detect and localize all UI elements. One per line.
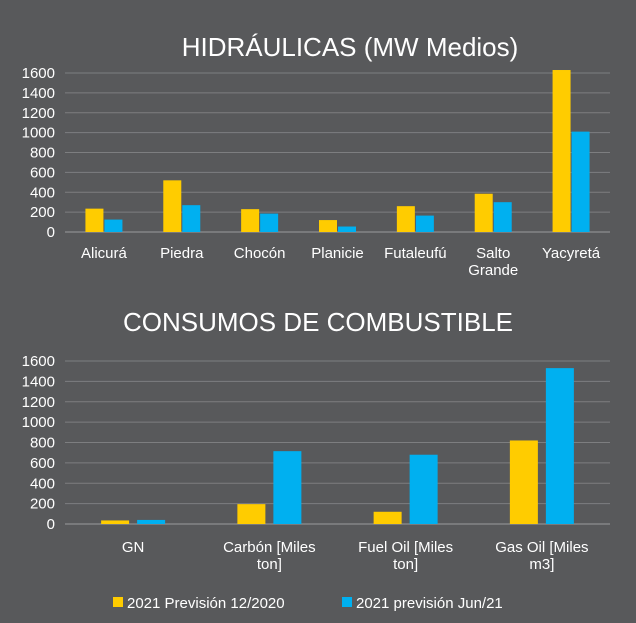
legend-label-2020: 2021 Previsión 12/2020 xyxy=(127,595,285,612)
bar-2021 xyxy=(545,368,574,524)
bar-2020 xyxy=(509,440,538,524)
y-tick-label: 1400 xyxy=(22,85,55,102)
legend-swatch-2021 xyxy=(342,597,352,607)
bars xyxy=(85,70,590,232)
chart-title-combustible: CONSUMOS DE COMBUSTIBLE xyxy=(123,307,513,337)
bar-2021 xyxy=(260,213,279,232)
x-tick-label: GN xyxy=(122,539,145,556)
y-tick-label: 1000 xyxy=(22,414,55,431)
y-tick-label: 1200 xyxy=(22,394,55,411)
x-tick-label: Piedra xyxy=(160,245,204,262)
bar-2021 xyxy=(338,226,356,232)
y-tick-label: 200 xyxy=(30,204,55,221)
hidraulicas-chart: HIDRÁULICAS (MW Medios) 0 200 400 600 800 100… xyxy=(22,32,610,279)
x-tick-label: Alicurá xyxy=(81,245,128,262)
bar-2020 xyxy=(319,220,337,232)
x-tick-label: Yacyretá xyxy=(542,245,601,262)
x-axis-ticks: Alicurá Piedra Chocón Planicie Futaleufú Salt… xyxy=(81,245,601,279)
bar-2020 xyxy=(373,511,402,524)
y-tick-label: 800 xyxy=(30,145,55,162)
y-axis-ticks: 0 200 400 600 800 1000 1200 1400 1600 xyxy=(22,65,55,241)
x-tick-label: Fuel Oil [Miles ton] xyxy=(358,539,453,573)
x-tick-label: Carbón [Miles ton] xyxy=(223,539,316,573)
bar-2021 xyxy=(409,454,438,524)
y-tick-label: 600 xyxy=(30,164,55,181)
y-tick-label: 600 xyxy=(30,455,55,472)
y-tick-label: 1600 xyxy=(22,353,55,370)
y-tick-label: 0 xyxy=(47,224,55,241)
gridlines xyxy=(65,72,610,233)
bar-2020 xyxy=(85,208,104,232)
y-axis-ticks: 0 200 400 600 800 1000 1200 1400 1600 xyxy=(22,353,55,533)
y-tick-label: 1400 xyxy=(22,373,55,390)
bar-2021 xyxy=(415,215,434,232)
y-tick-label: 400 xyxy=(30,184,55,201)
combustible-chart: CONSUMOS DE COMBUSTIBLE 0 200 400 600 800 100… xyxy=(22,307,610,573)
bar-2021 xyxy=(182,205,201,232)
bar-2020 xyxy=(241,209,260,232)
y-tick-label: 800 xyxy=(30,435,55,452)
chart-title-hidraulicas: HIDRÁULICAS (MW Medios) xyxy=(182,32,519,62)
y-tick-label: 200 xyxy=(30,496,55,513)
y-tick-label: 1600 xyxy=(22,65,55,82)
x-tick-label: Planicie xyxy=(311,245,364,262)
bar-2020 xyxy=(163,180,182,232)
bar-2020 xyxy=(101,520,130,524)
y-tick-label: 1000 xyxy=(22,125,55,142)
bar-2021 xyxy=(137,519,166,524)
legend-label-2021: 2021 previsión Jun/21 xyxy=(356,595,503,612)
x-tick-label: Chocón xyxy=(234,245,286,262)
bar-2021 xyxy=(493,202,512,232)
y-tick-label: 1200 xyxy=(22,105,55,122)
bar-2020 xyxy=(237,504,266,524)
bar-2020 xyxy=(552,70,571,232)
bar-2020 xyxy=(396,206,415,232)
bars xyxy=(101,368,574,524)
x-tick-label: Salto Grande xyxy=(468,245,518,279)
bar-2020 xyxy=(474,193,493,232)
x-tick-label: Futaleufú xyxy=(384,245,447,262)
y-tick-label: 400 xyxy=(30,475,55,492)
bar-2021 xyxy=(104,219,123,232)
legend: 2021 Previsión 12/2020 2021 previsión Ju… xyxy=(113,595,503,612)
x-axis-ticks: GN Carbón [Miles ton] Fuel Oil [Miles ton] Ga… xyxy=(122,539,589,573)
bar-2021 xyxy=(273,451,302,524)
bar-2021 xyxy=(571,131,590,232)
y-tick-label: 0 xyxy=(47,516,55,533)
legend-swatch-2020 xyxy=(113,597,123,607)
x-tick-label: Gas Oil [Miles m3] xyxy=(495,539,588,573)
